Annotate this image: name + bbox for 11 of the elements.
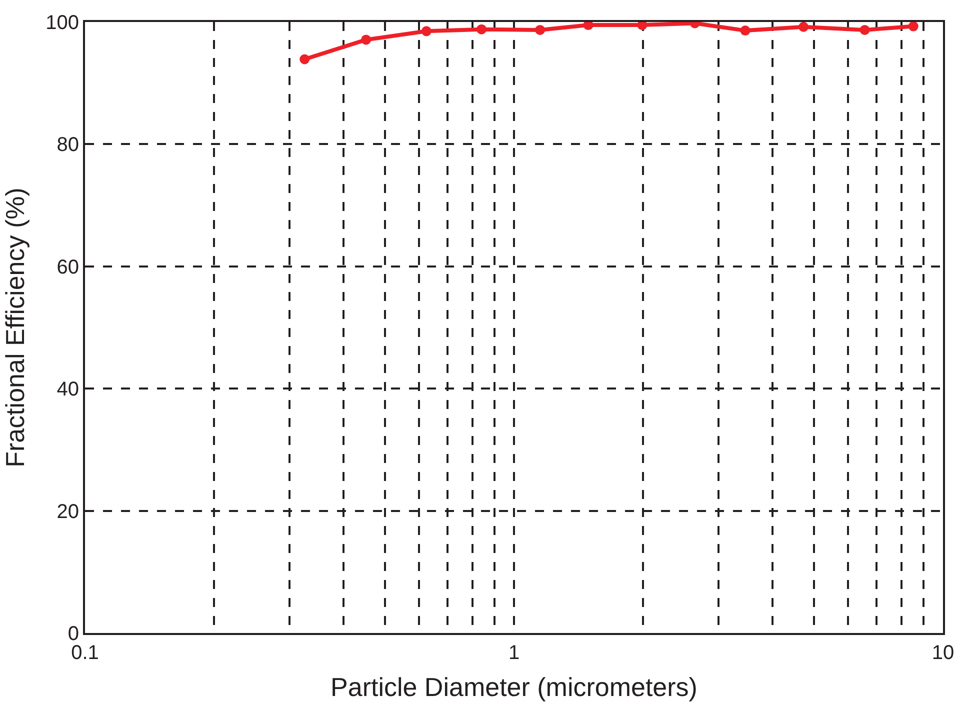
y-tick-label: 100 (46, 12, 79, 34)
y-tick-label: 40 (56, 378, 79, 401)
x-tick-label: 10 (932, 642, 954, 664)
y-tick-label: 0 (68, 623, 79, 645)
y-tick-label: 60 (56, 256, 79, 278)
y-axis-title: Fractional Efficiency (%) (0, 188, 30, 468)
x-tick-label: 1 (508, 642, 520, 664)
x-tick-label: 0.1 (71, 642, 99, 664)
y-tick-label: 80 (56, 134, 79, 156)
x-axis-title: Particle Diameter (micrometers) (330, 672, 698, 702)
y-tick-label: 20 (56, 500, 79, 523)
